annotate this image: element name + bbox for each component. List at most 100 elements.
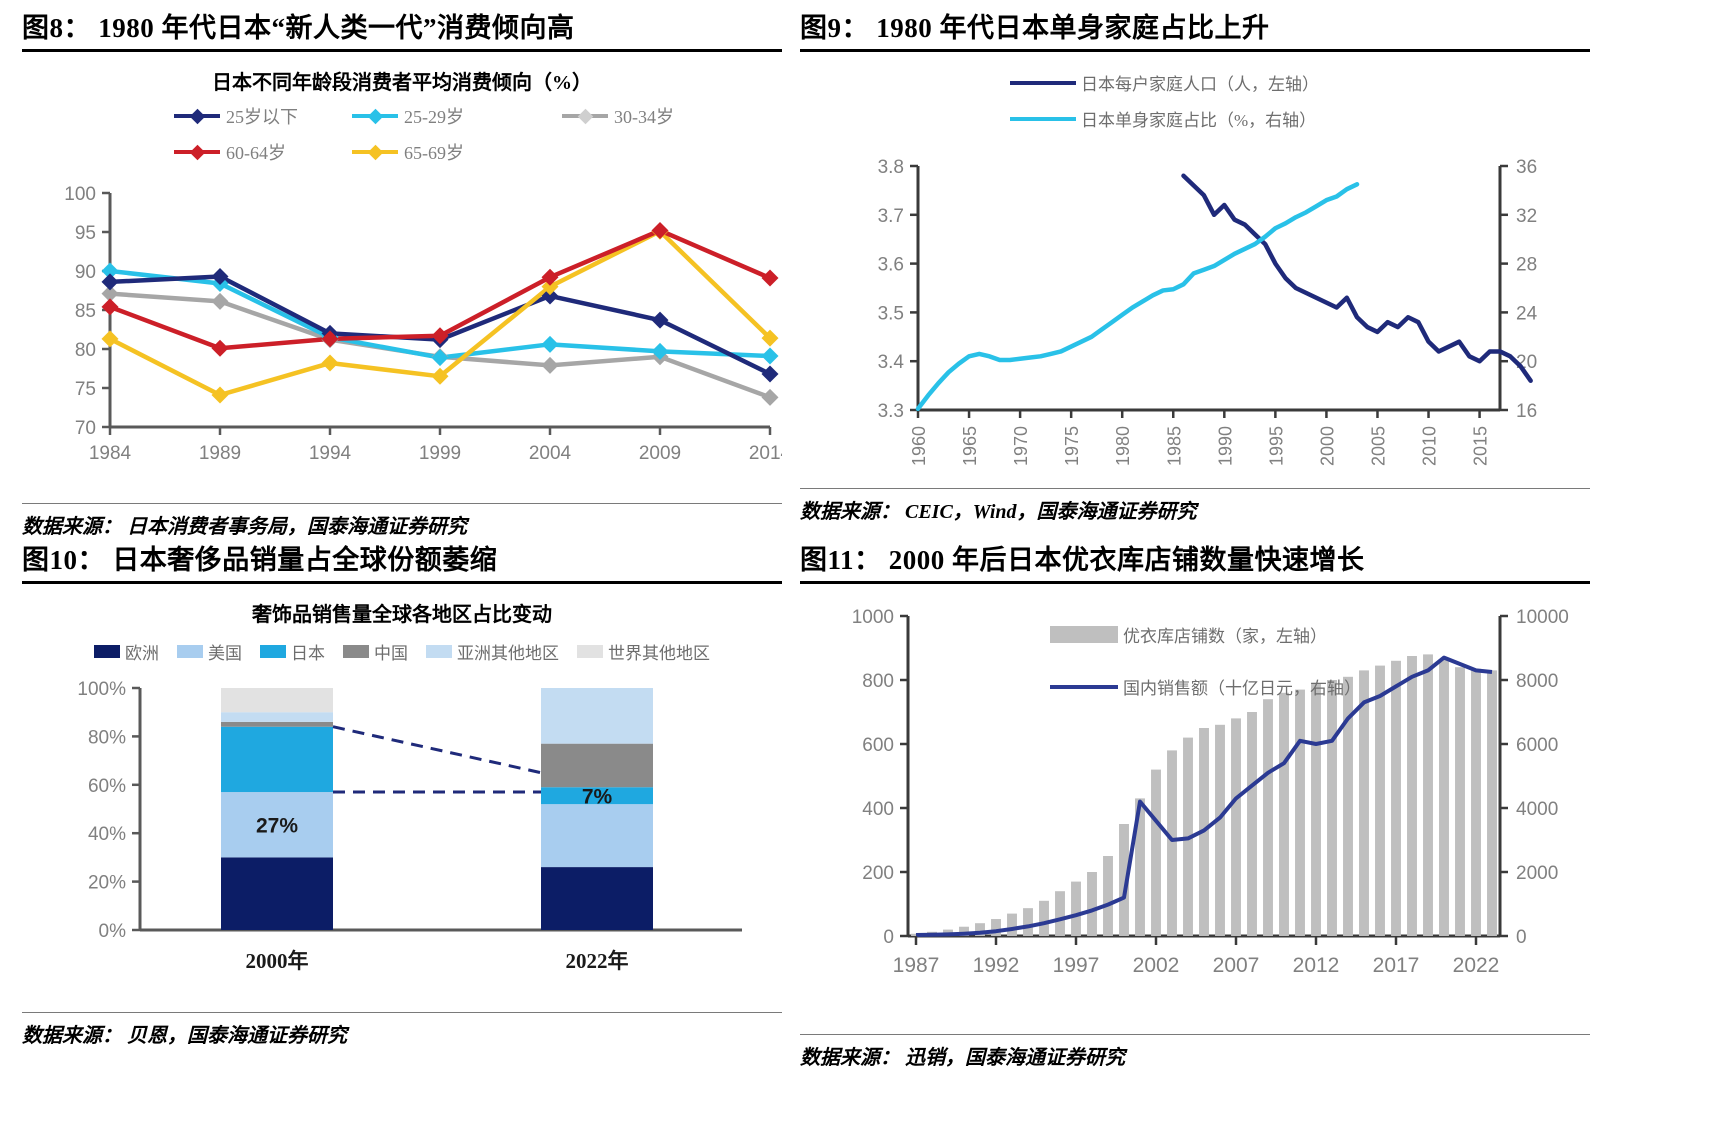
legend-label-25-29: 25-29岁 bbox=[404, 107, 464, 127]
x-axis-tick-label: 1987 bbox=[893, 954, 940, 977]
data-point-marker bbox=[101, 273, 119, 291]
x-axis-tick-label: 1975 bbox=[1062, 426, 1082, 466]
legend-line-household-size bbox=[1010, 80, 1076, 85]
bar-segment-0 bbox=[541, 867, 653, 930]
x-axis-tick-label: 1965 bbox=[960, 426, 980, 466]
bar bbox=[1295, 689, 1305, 936]
data-point-marker bbox=[211, 292, 229, 310]
x-axis-tick-label: 1995 bbox=[1266, 426, 1286, 466]
x-axis-tick-label: 2017 bbox=[1373, 954, 1420, 977]
legend-label-world-other: 世界其他地区 bbox=[608, 644, 710, 663]
bar-segment-5 bbox=[221, 688, 333, 713]
figure-10-legend: 欧洲 美国 日本 中国 亚洲其他地区 世界其他地区 bbox=[22, 639, 782, 664]
legend-swatch-europe bbox=[94, 645, 120, 658]
y-axis-left-tick-label: 3.7 bbox=[878, 206, 904, 227]
y-axis-tick-label: 70 bbox=[75, 418, 96, 439]
bar bbox=[1231, 718, 1241, 936]
x-axis-tick-label: 2022 bbox=[1453, 954, 1500, 977]
data-point-marker bbox=[761, 347, 779, 365]
data-point-marker bbox=[541, 278, 559, 296]
y-axis-tick-label: 100 bbox=[64, 184, 96, 205]
x-axis-tick-label: 2007 bbox=[1213, 954, 1260, 977]
bar bbox=[1023, 908, 1033, 936]
x-axis-tick-label: 2000 bbox=[1317, 426, 1337, 466]
data-point-marker bbox=[651, 342, 669, 360]
bar bbox=[1439, 659, 1449, 936]
series-line-domestic-sales bbox=[915, 655, 1493, 938]
figure-8-panel: 图8： 1980 年代日本“新人类一代”消费倾向高 日本不同年龄段消费者平均消费… bbox=[22, 6, 782, 538]
bar bbox=[1151, 769, 1161, 936]
legend-label-30-34: 30-34岁 bbox=[614, 107, 674, 127]
bar bbox=[1039, 900, 1049, 936]
legend-line-30-34 bbox=[562, 108, 608, 124]
figure-8-title: 图8： 1980 年代日本“新人类一代”消费倾向高 bbox=[22, 6, 782, 52]
figure-9-legend: 日本每户家庭人口（人，左轴） 日本单身家庭占比（%，右轴） bbox=[800, 70, 1590, 148]
data-point-marker bbox=[761, 329, 779, 347]
legend-item-usa: 美国 bbox=[177, 639, 242, 664]
y-axis-right-tick-label: 10000 bbox=[1516, 607, 1569, 628]
data-point-marker bbox=[321, 330, 339, 348]
data-point-marker bbox=[211, 267, 229, 285]
x-axis-tick-label: 2004 bbox=[529, 443, 572, 464]
bar-segment-2 bbox=[541, 787, 653, 805]
y-axis-tick-label: 40% bbox=[88, 824, 126, 845]
connector-line-top bbox=[332, 725, 542, 775]
figure-11-source: 数据来源： 迅销，国泰海通证券研究 bbox=[800, 1047, 1125, 1069]
x-axis-tick-label: 1992 bbox=[973, 954, 1020, 977]
y-axis-tick-label: 20% bbox=[88, 873, 126, 894]
data-point-marker bbox=[101, 330, 119, 348]
y-axis-left-tick-label: 0 bbox=[883, 927, 894, 948]
series-line-1 bbox=[915, 182, 1360, 412]
figure-10-source: 数据来源： 贝恩，国泰海通证券研究 bbox=[22, 1025, 347, 1047]
bar bbox=[1359, 670, 1369, 936]
bar bbox=[1327, 680, 1337, 936]
data-point-marker bbox=[541, 356, 559, 374]
x-axis-tick-label: 2002 bbox=[1133, 954, 1180, 977]
x-axis-tick-label: 1960 bbox=[909, 426, 929, 466]
legend-label-europe: 欧洲 bbox=[125, 644, 159, 663]
figure-10-subtitle: 奢饰品销售量全球各地区占比变动 bbox=[252, 604, 552, 626]
legend-item-domestic-sales: 国内销售额（十亿日元，右轴） bbox=[1050, 674, 1361, 699]
y-axis-left-tick-label: 3.5 bbox=[878, 303, 904, 324]
x-axis-tick-label: 2010 bbox=[1420, 426, 1440, 466]
x-axis-tick-label: 1984 bbox=[89, 443, 132, 464]
y-axis-right-tick-label: 8000 bbox=[1516, 671, 1558, 692]
bar bbox=[1471, 668, 1481, 936]
figure-8-legend: 25岁以下 25-29岁 30-34岁 60-64岁 65-69岁 bbox=[22, 103, 782, 179]
legend-swatch-china bbox=[343, 645, 369, 658]
legend-label-store-count: 优衣库店铺数（家，左轴） bbox=[1123, 627, 1327, 646]
data-point-marker bbox=[541, 335, 559, 353]
data-point-marker bbox=[431, 327, 449, 345]
bar-segment-0 bbox=[221, 857, 333, 930]
y-axis-tick-label: 95 bbox=[75, 223, 96, 244]
legend-label-japan: 日本 bbox=[291, 644, 325, 663]
data-point-marker bbox=[101, 298, 119, 316]
legend-line-under25 bbox=[174, 108, 220, 124]
data-point-marker bbox=[431, 349, 449, 367]
y-axis-right-tick-label: 36 bbox=[1516, 157, 1537, 178]
legend-label-single-share: 日本单身家庭占比（%，右轴） bbox=[1081, 111, 1317, 130]
legend-label-under25: 25岁以下 bbox=[226, 107, 298, 127]
legend-swatch-world-other bbox=[577, 645, 603, 658]
figure-9-title: 图9： 1980 年代日本单身家庭占比上升 bbox=[800, 6, 1590, 52]
data-point-marker bbox=[101, 262, 119, 280]
legend-label-65-69: 65-69岁 bbox=[404, 143, 464, 163]
figure-8-plot: 70 75 80 85 90 95 100 1984 1989 1994 1999 2004 2009 2… bbox=[22, 179, 782, 479]
y-axis-left-tick-label: 400 bbox=[862, 799, 894, 820]
bar bbox=[1455, 667, 1465, 936]
x-axis-tick-label: 1985 bbox=[1164, 426, 1184, 466]
bar bbox=[1263, 699, 1273, 936]
x-axis-tick-label: 1989 bbox=[199, 443, 241, 464]
y-axis-right-tick-label: 16 bbox=[1516, 401, 1537, 422]
data-point-marker bbox=[541, 287, 559, 305]
legend-item-world-other: 世界其他地区 bbox=[577, 639, 710, 664]
figure-10-plot: 0% 20% 40% 60% 80% 100% 2000年 2022年 27% 7% bbox=[22, 668, 782, 998]
figure-10-panel: 图10： 日本奢侈品销量占全球份额萎缩 奢饰品销售量全球各地区占比变动 欧洲 美… bbox=[22, 538, 782, 1068]
y-axis-left-tick-label: 3.8 bbox=[878, 157, 904, 178]
legend-line-25-29 bbox=[352, 108, 398, 124]
data-point-marker bbox=[321, 354, 339, 372]
x-axis-tick-label: 1980 bbox=[1113, 426, 1133, 466]
x-axis-tick-label: 1970 bbox=[1011, 426, 1031, 466]
figure-9-plot: 3.3 3.4 3.5 3.6 3.7 3.8 16 20 24 28 32 36 1960 1965 19… bbox=[800, 148, 1590, 478]
